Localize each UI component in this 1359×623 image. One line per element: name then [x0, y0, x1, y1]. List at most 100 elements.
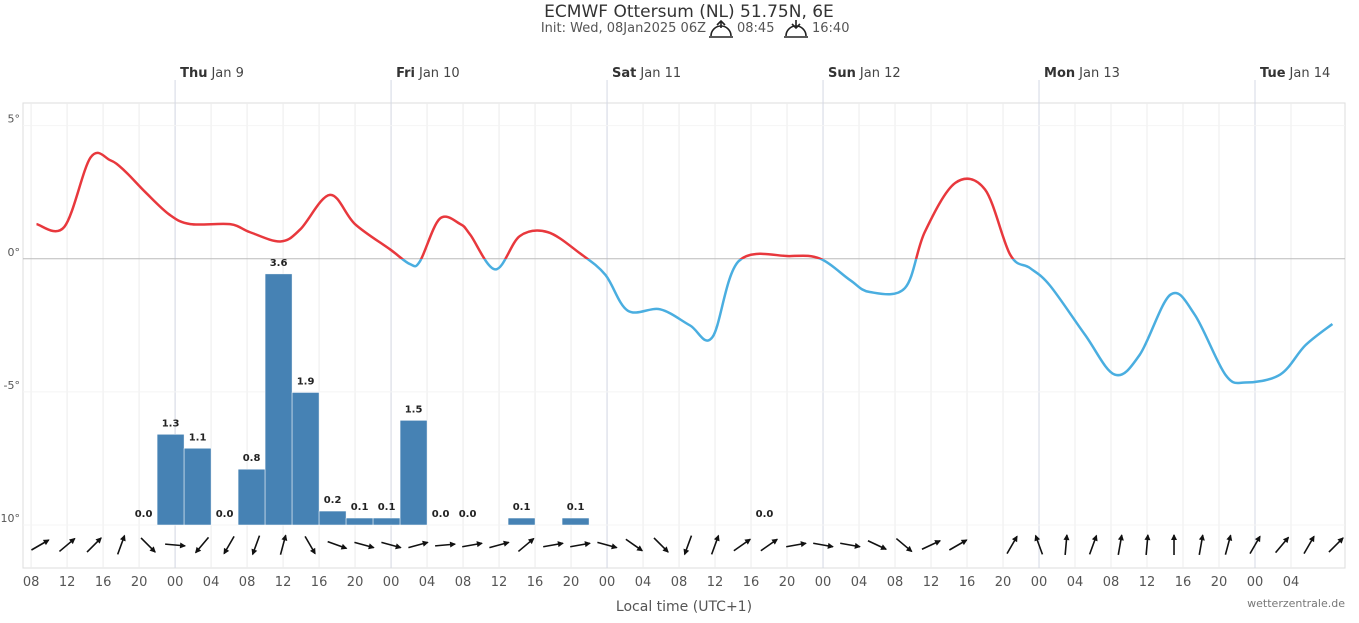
x-tick-label: 12: [1139, 575, 1156, 590]
wind-arrow: [733, 538, 752, 552]
arrow-head: [1144, 534, 1151, 541]
wind-arrow: [408, 540, 429, 549]
wind-arrow: [1006, 535, 1018, 555]
wind-arrow: [653, 537, 669, 553]
bar-label: 0.8: [243, 453, 261, 464]
wind-arrow: [1034, 534, 1044, 555]
wind-arrow: [840, 542, 861, 549]
weekday: Sat: [612, 66, 636, 81]
x-tick-label: 04: [635, 575, 652, 590]
x-tick-label: 04: [1067, 575, 1084, 590]
bar: [291, 392, 320, 526]
wind-arrow: [165, 542, 187, 549]
date: Jan 11: [639, 66, 681, 81]
x-tick-label: 08: [887, 575, 904, 590]
bar-label: 0.1: [351, 502, 369, 513]
x-tick-label: 00: [815, 575, 832, 590]
arrow-head: [611, 543, 618, 550]
day-label: Fri Jan 10: [396, 66, 460, 81]
wind-arrow: [813, 542, 834, 549]
date: Jan 12: [859, 66, 901, 81]
arrow-head: [934, 540, 942, 546]
wind-arrow: [116, 534, 126, 555]
y-tick-label: 0°: [8, 246, 21, 259]
sunrise: 08:45: [737, 21, 774, 36]
bar-label: 0.2: [324, 495, 342, 506]
x-tick-label: 12: [59, 575, 76, 590]
arrow-head: [340, 543, 348, 550]
x-tick-label: 00: [383, 575, 400, 590]
wind-arrow: [760, 538, 779, 552]
arrow-head: [880, 544, 888, 550]
x-tick-label: 16: [959, 575, 976, 590]
weekday: Thu: [180, 66, 207, 81]
bar-label: 1.3: [162, 418, 180, 429]
date: Jan 13: [1078, 66, 1120, 81]
bar: [507, 517, 536, 526]
bar-label: 0.0: [216, 509, 234, 520]
bar-label: 3.6: [270, 258, 288, 269]
bar: [372, 517, 401, 526]
wind-arrow: [1063, 534, 1070, 556]
x-tick-label: 16: [1175, 575, 1192, 590]
day-label: Thu Jan 9: [180, 66, 244, 81]
bar-label: 0.1: [567, 502, 585, 513]
arrow-head: [636, 545, 644, 552]
arrow-head: [905, 545, 913, 553]
x-tick-label: 16: [311, 575, 328, 590]
arrow-head: [68, 537, 76, 545]
wind-arrow: [683, 535, 693, 556]
wind-arrow: [86, 537, 102, 553]
arrow-head: [476, 541, 483, 548]
bar: [183, 448, 212, 526]
arrow-head: [251, 548, 258, 556]
wind-arrow: [381, 541, 402, 550]
arrow-head: [1337, 537, 1344, 544]
wind-arrow: [223, 535, 235, 555]
arrow-head: [827, 542, 834, 549]
x-tick-label: 16: [527, 575, 544, 590]
wind-arrow: [1224, 534, 1233, 555]
date: Jan 14: [1289, 66, 1331, 81]
bar: [561, 517, 590, 526]
subtitle: Init: Wed, 08Jan2025 06Z: [541, 21, 706, 36]
bar: [399, 420, 428, 526]
arrow-head: [1198, 534, 1205, 541]
bar: [264, 273, 293, 526]
wind-arrow: [58, 537, 76, 553]
wind-arrow: [517, 537, 535, 553]
wind-arrow: [354, 541, 375, 550]
wind-arrow: [1117, 534, 1124, 555]
arrow-head: [309, 547, 316, 555]
x-tick-label: 04: [203, 575, 220, 590]
arrow-head: [713, 534, 720, 542]
day-label: Sat Jan 11: [612, 66, 681, 81]
plot-frame: [22, 102, 1346, 569]
x-tick-label: 00: [1031, 575, 1048, 590]
wind-arrow: [1303, 535, 1315, 555]
x-tick-label: 16: [743, 575, 760, 590]
wind-arrow: [435, 541, 457, 548]
date: Jan 10: [418, 66, 460, 81]
day-label: Sun Jan 12: [828, 66, 901, 81]
arrow-head: [368, 543, 375, 550]
arrow-head: [1254, 535, 1261, 543]
sunset-icon: [784, 20, 808, 38]
arrow-head: [449, 541, 457, 548]
wind-arrow: [1328, 537, 1344, 553]
x-tick-label: 12: [275, 575, 292, 590]
x-axis-label: Local time (UTC+1): [616, 599, 752, 615]
x-tick-label: 08: [239, 575, 256, 590]
x-tick-label: 20: [347, 575, 364, 590]
weekday: Sun: [828, 66, 856, 81]
weekday: Mon: [1044, 66, 1075, 81]
arrow-head: [1063, 534, 1070, 541]
x-tick-label: 16: [95, 575, 112, 590]
x-tick-label: 08: [671, 575, 688, 590]
bar-label: 1.1: [189, 432, 207, 443]
arrow-head: [1171, 534, 1178, 540]
wind-arrow: [895, 537, 913, 553]
arrow-head: [744, 538, 752, 545]
y-tick-label: -10°: [0, 512, 20, 525]
wind-arrow: [489, 540, 510, 549]
